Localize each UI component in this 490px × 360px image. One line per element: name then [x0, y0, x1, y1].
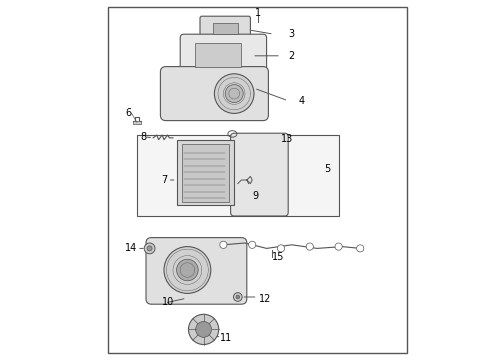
Circle shape — [196, 321, 212, 337]
Circle shape — [189, 314, 219, 345]
Text: 3: 3 — [288, 29, 294, 39]
Circle shape — [144, 243, 155, 254]
Circle shape — [277, 245, 285, 252]
Bar — [182, 144, 229, 202]
Text: 12: 12 — [259, 294, 272, 304]
Circle shape — [176, 259, 198, 281]
Bar — [176, 140, 234, 205]
Text: 5: 5 — [324, 164, 330, 174]
Text: 13: 13 — [281, 134, 293, 144]
FancyBboxPatch shape — [160, 67, 269, 121]
Text: 1: 1 — [254, 8, 261, 18]
Circle shape — [233, 293, 242, 301]
Bar — [213, 23, 238, 34]
FancyBboxPatch shape — [200, 16, 250, 40]
Text: 8: 8 — [140, 132, 146, 142]
Circle shape — [220, 241, 227, 248]
Text: 4: 4 — [299, 96, 305, 106]
Bar — [108, 7, 407, 353]
Text: 6: 6 — [125, 108, 131, 118]
Text: 7: 7 — [161, 175, 168, 185]
Text: 15: 15 — [272, 252, 284, 262]
Circle shape — [335, 243, 342, 250]
FancyBboxPatch shape — [146, 238, 247, 304]
Bar — [133, 121, 141, 124]
Bar — [195, 43, 242, 67]
Text: 11: 11 — [220, 333, 232, 343]
FancyBboxPatch shape — [231, 133, 288, 216]
Bar — [137, 135, 339, 216]
Text: 10: 10 — [162, 297, 174, 307]
FancyBboxPatch shape — [180, 34, 267, 77]
Circle shape — [164, 247, 211, 293]
Text: 2: 2 — [288, 51, 294, 61]
Circle shape — [215, 74, 254, 113]
Circle shape — [147, 246, 152, 251]
Circle shape — [248, 241, 256, 248]
Circle shape — [225, 85, 243, 103]
Circle shape — [306, 243, 314, 250]
Text: 9: 9 — [252, 191, 258, 201]
Circle shape — [357, 245, 364, 252]
Text: 14: 14 — [125, 243, 137, 253]
Circle shape — [236, 295, 240, 299]
